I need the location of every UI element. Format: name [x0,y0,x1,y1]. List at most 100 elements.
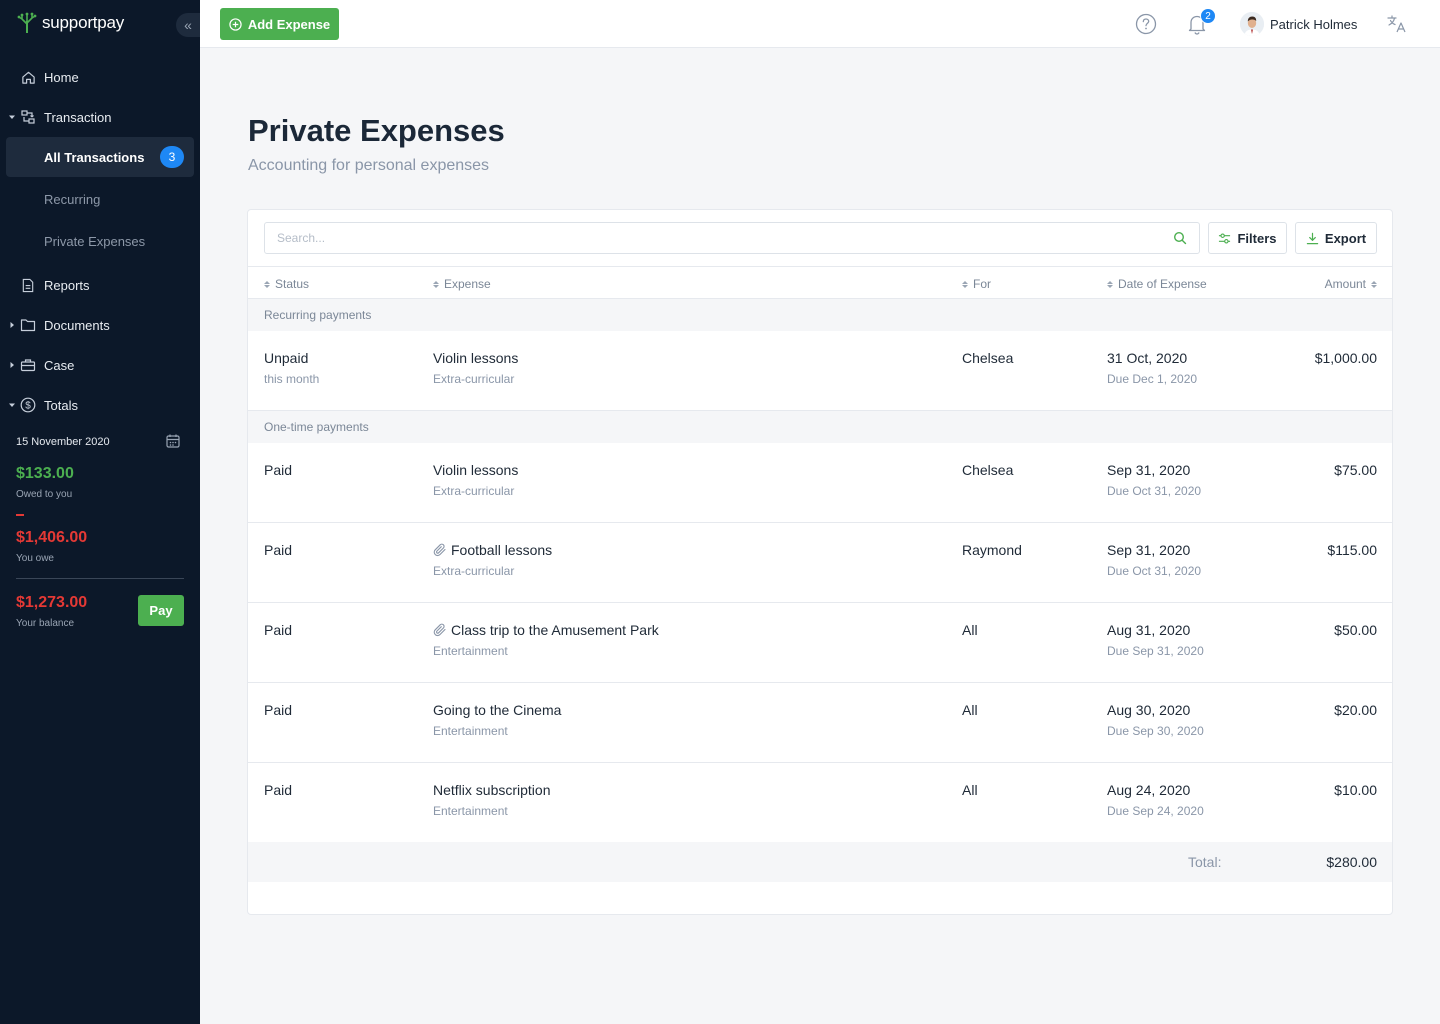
home-icon [20,69,36,85]
expense-cell: Going to the Cinema [433,702,561,718]
due-date: Due Oct 31, 2020 [1107,564,1202,578]
status-cell: Paid [264,462,293,478]
sort-icon [962,280,968,288]
download-icon [1306,232,1319,244]
expense-name: Class trip to the Amusement Park [451,622,659,638]
notifications-button[interactable]: 2 [1186,8,1216,36]
date-cell: 31 Oct, 2020 [1107,350,1188,366]
amount-cell: $75.00 [1334,462,1377,478]
for-cell: Raymond [962,542,1022,558]
translate-icon[interactable] [1386,14,1408,39]
paperclip-icon[interactable] [433,543,447,557]
logo[interactable]: supportpay [16,12,124,34]
sort-icon [1371,280,1377,288]
briefcase-icon [20,357,36,373]
date-cell: Sep 31, 2020 [1107,542,1191,558]
owed-to-you-amount: $133.00 [16,465,74,482]
column-header-label: Status [275,277,310,291]
for-cell: Chelsea [962,462,1014,478]
sidebar-item-label: Recurring [44,191,101,207]
table-row[interactable]: Paid Going to the Cinema Entertainment A… [248,683,1392,763]
column-header-date[interactable]: Date of Expense [1107,277,1207,291]
status-cell: Unpaid [264,350,309,366]
tree-logo-icon [17,12,37,33]
amount-cell: $50.00 [1334,622,1377,638]
export-button[interactable]: Export [1295,222,1377,254]
add-expense-label: Add Expense [247,16,331,32]
sidebar-item-totals[interactable]: $ Totals [0,385,200,425]
plus-circle-icon [229,17,242,31]
column-header-status[interactable]: Status [264,277,309,291]
table-row[interactable]: Paid Football lessons Extra-curricular R… [248,523,1392,603]
amount-cell: $20.00 [1334,702,1377,718]
search-input[interactable] [265,223,1145,253]
expense-category: Entertainment [433,804,508,818]
sidebar-item-label: Case [44,357,75,373]
filters-button[interactable]: Filters [1208,222,1287,254]
column-header-label: Expense [444,277,491,291]
amount-cell: $1,000.00 [1314,350,1377,366]
sort-icon [433,280,439,288]
report-icon [20,277,36,293]
group-label: One-time payments [264,420,369,434]
expense-category: Entertainment [433,644,508,658]
amount-cell: $115.00 [1327,542,1377,558]
caret-right-icon [8,361,16,369]
page-title: Private Expenses [248,113,505,148]
table-row[interactable]: Paid Netflix subscription Entertainment … [248,763,1392,843]
expense-category: Entertainment [433,724,508,738]
sidebar-item-label: Transaction [44,109,112,125]
sidebar-item-transaction[interactable]: Transaction [0,97,200,137]
for-cell: Chelsea [962,350,1014,366]
transaction-icon [20,109,36,125]
minus-sign [16,514,24,516]
column-header-label: Date of Expense [1118,277,1207,291]
expense-name: Violin lessons [433,350,519,366]
total-row: Total: $280.00 [248,842,1392,882]
total-label: Total: [1188,854,1222,870]
page-subtitle: Accounting for personal expenses [248,157,490,174]
paperclip-icon[interactable] [433,623,447,637]
for-cell: All [962,782,978,798]
expense-cell: Violin lessons [433,350,518,366]
collapse-sidebar-button[interactable]: « [176,13,200,37]
search-icon[interactable] [1173,231,1187,250]
date-cell: Sep 31, 2020 [1107,462,1191,478]
you-owe-amount: $1,406.00 [16,529,88,546]
sidebar-item-case[interactable]: Case [0,345,200,385]
expense-name: Football lessons [451,542,553,558]
sidebar-item-reports[interactable]: Reports [0,265,200,305]
table-row[interactable]: Paid Class trip to the Amusement Park En… [248,603,1392,683]
expense-category: Extra-curricular [433,484,515,498]
column-header-for[interactable]: For [962,277,991,291]
totals-divider [16,578,184,579]
column-header-expense[interactable]: Expense [433,277,491,291]
date-cell: Aug 31, 2020 [1107,622,1191,638]
sidebar-subitem-recurring[interactable]: Recurring [6,179,194,219]
sidebar-subitem-all-transactions[interactable]: All Transactions 3 [6,137,194,177]
table-row[interactable]: Unpaid this month Violin lessons Extra-c… [248,331,1392,411]
sidebar-item-home[interactable]: Home [0,57,200,97]
total-value: $280.00 [1326,854,1377,870]
column-header-label: For [973,277,991,291]
column-header-amount[interactable]: Amount [1325,277,1377,291]
logo-text: supportpay [42,13,125,32]
table-row[interactable]: Paid Violin lessons Extra-curricular Che… [248,443,1392,523]
amount-cell: $10.00 [1334,782,1377,798]
sort-icon [1107,280,1113,288]
expense-category: Extra-curricular [433,564,515,578]
sidebar-item-documents[interactable]: Documents [0,305,200,345]
calendar-icon[interactable] [165,433,181,454]
expense-cell: Violin lessons [433,462,518,478]
dollar-icon: $ [20,397,36,413]
balance-label: Your balance [16,618,75,629]
help-icon[interactable] [1135,13,1157,40]
expense-name: Netflix subscription [433,782,551,798]
pay-button[interactable]: Pay [138,595,184,626]
double-chevron-left-icon: « [184,17,192,33]
user-name[interactable]: Patrick Holmes [1270,17,1358,32]
add-expense-button[interactable]: Add Expense [220,8,339,40]
avatar[interactable] [1240,12,1264,36]
sidebar-subitem-private-expenses[interactable]: Private Expenses [6,221,194,261]
sidebar-item-label: Reports [44,277,90,293]
